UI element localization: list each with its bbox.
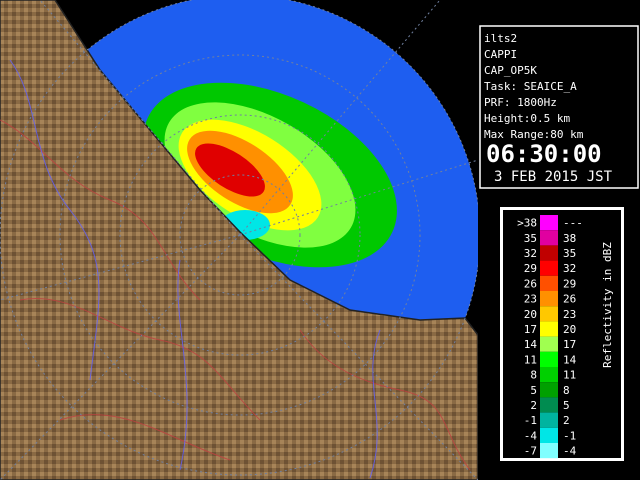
- legend-swatch: [540, 306, 558, 322]
- legend-low: -7: [524, 445, 537, 458]
- legend-swatch: [540, 291, 558, 307]
- legend-high: -4: [563, 445, 577, 458]
- legend-title: Reflectivity in dBZ: [601, 242, 614, 368]
- legend-swatch: [540, 230, 558, 246]
- height: Height:0.5 km: [484, 112, 570, 125]
- legend-high: 23: [563, 308, 576, 321]
- legend-low: 5: [530, 384, 537, 397]
- legend-swatch: [540, 321, 558, 337]
- echo: [195, 143, 265, 197]
- legend-high: -1: [563, 429, 576, 442]
- legend-swatch: [540, 351, 558, 367]
- legend-high: ---: [563, 217, 583, 230]
- legend-high: 11: [563, 369, 576, 382]
- range-rings: [0, 0, 478, 480]
- legend-low: 23: [524, 293, 537, 306]
- legend-panel: [503, 210, 621, 458]
- station: ilts2: [484, 32, 517, 45]
- legend-swatch: [540, 382, 558, 398]
- legend-high: 14: [563, 353, 577, 366]
- legend-high: 20: [563, 323, 576, 336]
- legend-low: 29: [524, 262, 537, 275]
- legend-swatch: [540, 443, 558, 459]
- legend-swatch: [540, 427, 558, 443]
- rivers: [9, 59, 381, 479]
- info-panel: [479, 25, 639, 189]
- legend-low: 26: [524, 277, 537, 290]
- legend-high: 29: [563, 277, 576, 290]
- legend-high: 32: [563, 262, 576, 275]
- legend-low: 11: [524, 353, 537, 366]
- task: Task: SEAICE_A: [484, 80, 577, 93]
- legend-high: 2: [563, 414, 570, 427]
- legend-swatch: [540, 397, 558, 413]
- product-code: CAP_OP5K: [484, 64, 537, 77]
- product: CAPPI: [484, 48, 517, 61]
- legend-high: 35: [563, 247, 576, 260]
- land: [0, 0, 478, 480]
- max-range: Max Range:80 km: [484, 128, 584, 141]
- legend-low: 14: [524, 338, 538, 351]
- prf: PRF: 1800Hz: [484, 96, 557, 109]
- legend-high: 17: [563, 338, 576, 351]
- date: 3 FEB 2015 JST: [494, 169, 613, 185]
- legend-swatch: [540, 367, 558, 383]
- legend-high: 26: [563, 293, 576, 306]
- legend-high: 38: [563, 232, 576, 245]
- legend-rows: >38 --- 35 38 32 35 29 32 26 29 23 26 20 23 17 20 14 17 11…: [517, 215, 583, 459]
- map-area: [0, 0, 478, 480]
- legend-swatch: [540, 215, 558, 231]
- info-text: ilts2 CAPPI CAP_OP5K Task: SEAICE_A PRF:…: [484, 32, 613, 185]
- legend-low: 20: [524, 308, 537, 321]
- legend-low: 32: [524, 247, 537, 260]
- legend-low: 17: [524, 323, 537, 336]
- legend-swatch: [540, 412, 558, 428]
- legend-low: 2: [530, 399, 537, 412]
- legend-low: >38: [517, 217, 537, 230]
- legend-swatch: [540, 336, 558, 352]
- time: 06:30:00: [486, 140, 602, 168]
- legend-low: 8: [530, 369, 537, 382]
- legend-low: -1: [524, 414, 537, 427]
- legend-swatch: [540, 260, 558, 276]
- legend-low: 35: [524, 232, 537, 245]
- legend-high: 8: [563, 384, 570, 397]
- legend-low: -4: [524, 429, 538, 442]
- legend-high: 5: [563, 399, 570, 412]
- legend-swatch: [540, 275, 558, 291]
- legend-swatch: [540, 245, 558, 261]
